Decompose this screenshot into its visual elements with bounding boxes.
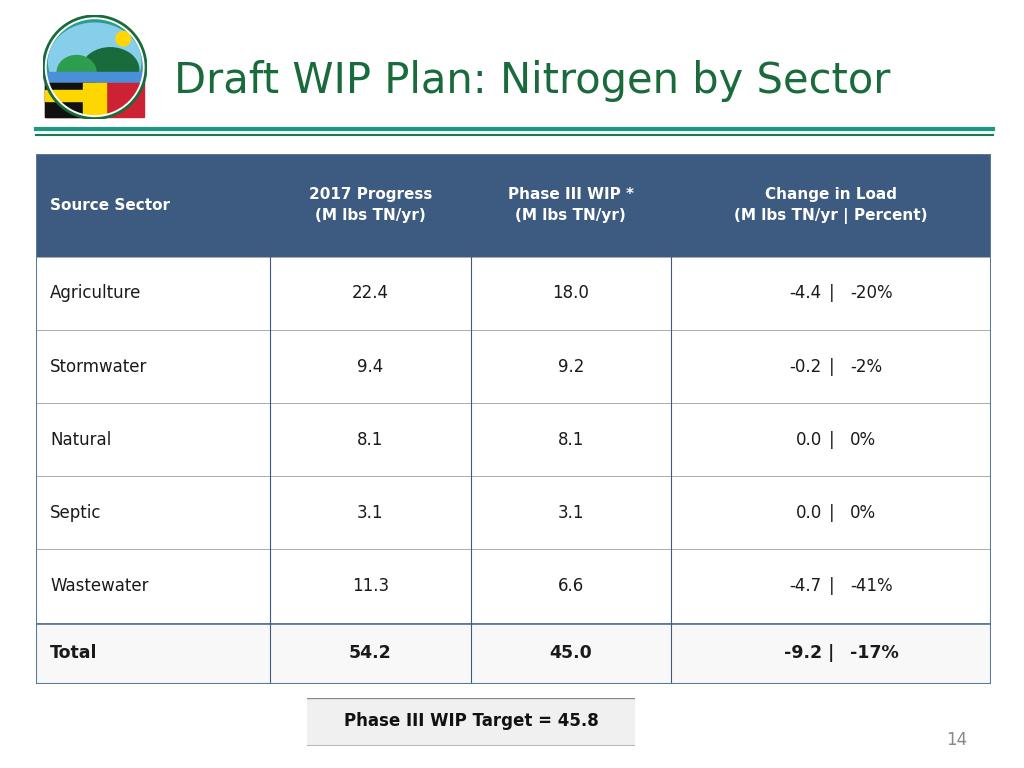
Ellipse shape bbox=[48, 23, 141, 101]
Text: -2%: -2% bbox=[850, 358, 883, 376]
Text: |: | bbox=[828, 431, 834, 449]
FancyBboxPatch shape bbox=[36, 549, 991, 623]
Text: Agriculture: Agriculture bbox=[50, 284, 141, 303]
Text: Draft WIP Plan: Nitrogen by Sector: Draft WIP Plan: Nitrogen by Sector bbox=[174, 60, 891, 101]
Text: 0.0: 0.0 bbox=[796, 431, 821, 449]
Text: -9.2: -9.2 bbox=[783, 644, 821, 662]
Text: |: | bbox=[828, 284, 834, 303]
Text: 14: 14 bbox=[946, 731, 968, 749]
Bar bbox=[45, 83, 144, 117]
Text: |: | bbox=[828, 644, 835, 662]
FancyBboxPatch shape bbox=[36, 330, 991, 403]
Bar bbox=[45, 90, 94, 101]
Ellipse shape bbox=[82, 48, 139, 92]
Text: 3.1: 3.1 bbox=[357, 504, 383, 522]
Text: Change in Load
(M lbs TN/yr | Percent): Change in Load (M lbs TN/yr | Percent) bbox=[734, 187, 928, 223]
Text: 0.0: 0.0 bbox=[796, 504, 821, 522]
Text: 22.4: 22.4 bbox=[351, 284, 389, 303]
FancyBboxPatch shape bbox=[36, 154, 991, 257]
Text: |: | bbox=[828, 358, 834, 376]
Text: Septic: Septic bbox=[50, 504, 101, 522]
Ellipse shape bbox=[116, 31, 130, 46]
Text: -20%: -20% bbox=[850, 284, 893, 303]
FancyBboxPatch shape bbox=[36, 257, 991, 330]
Text: -4.4: -4.4 bbox=[790, 284, 821, 303]
Bar bbox=[83, 83, 106, 117]
Text: Phase III WIP *
(M lbs TN/yr): Phase III WIP * (M lbs TN/yr) bbox=[508, 187, 634, 223]
Text: 2017 Progress
(M lbs TN/yr): 2017 Progress (M lbs TN/yr) bbox=[308, 187, 432, 223]
Text: 0%: 0% bbox=[850, 504, 877, 522]
Text: |: | bbox=[828, 504, 834, 522]
Text: 45.0: 45.0 bbox=[550, 644, 592, 662]
Text: -0.2: -0.2 bbox=[790, 358, 821, 376]
Text: 9.4: 9.4 bbox=[357, 358, 383, 376]
Bar bbox=[45, 83, 94, 117]
Text: Source Sector: Source Sector bbox=[50, 198, 170, 213]
Text: -4.7: -4.7 bbox=[790, 577, 821, 595]
Text: 0%: 0% bbox=[850, 431, 877, 449]
Text: 8.1: 8.1 bbox=[558, 431, 584, 449]
Text: 9.2: 9.2 bbox=[558, 358, 584, 376]
Text: Stormwater: Stormwater bbox=[50, 358, 147, 376]
Ellipse shape bbox=[57, 55, 96, 89]
Text: -41%: -41% bbox=[850, 577, 893, 595]
Text: 54.2: 54.2 bbox=[349, 644, 391, 662]
Text: Phase III WIP Target = 45.8: Phase III WIP Target = 45.8 bbox=[344, 713, 598, 730]
Text: 8.1: 8.1 bbox=[357, 431, 383, 449]
Text: 18.0: 18.0 bbox=[552, 284, 589, 303]
Text: 11.3: 11.3 bbox=[351, 577, 389, 595]
FancyBboxPatch shape bbox=[36, 476, 991, 549]
Text: Total: Total bbox=[50, 644, 97, 662]
Bar bbox=[45, 72, 144, 84]
Text: Natural: Natural bbox=[50, 431, 112, 449]
Text: 6.6: 6.6 bbox=[558, 577, 584, 595]
Text: |: | bbox=[828, 577, 834, 595]
Ellipse shape bbox=[45, 18, 144, 117]
FancyBboxPatch shape bbox=[36, 403, 991, 476]
Text: -17%: -17% bbox=[850, 644, 899, 662]
FancyBboxPatch shape bbox=[294, 698, 648, 746]
Text: Wastewater: Wastewater bbox=[50, 577, 148, 595]
Text: 3.1: 3.1 bbox=[558, 504, 584, 522]
FancyBboxPatch shape bbox=[36, 623, 991, 684]
